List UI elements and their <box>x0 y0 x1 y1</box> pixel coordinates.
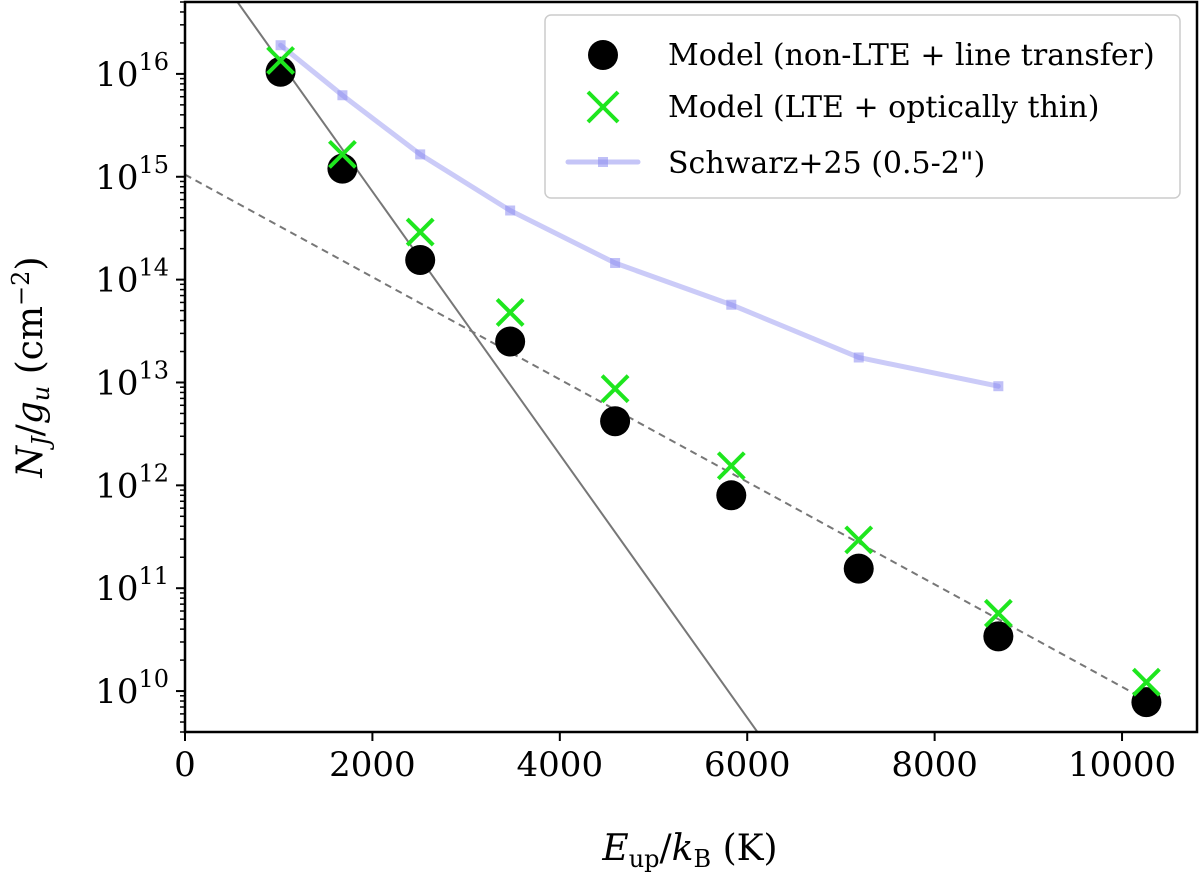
legend-label-lte: Model (LTE + optically thin) <box>668 90 1099 125</box>
x-tick-label: 2000 <box>329 745 416 785</box>
y-tick-label: 1016 <box>95 48 169 95</box>
y-tick-label: 1013 <box>95 356 169 403</box>
nonlte-point <box>405 245 436 276</box>
legend: Model (non-LTE + line transfer) Model (L… <box>544 14 1181 199</box>
lte-point <box>600 374 630 404</box>
schwarz-line <box>278 42 1001 389</box>
schwarz-point <box>853 352 864 363</box>
nonlte-point <box>1131 687 1162 718</box>
legend-marker-circle <box>588 40 618 70</box>
legend-label-nonlte: Model (non-LTE + line transfer) <box>668 38 1155 73</box>
lte-point <box>983 598 1013 628</box>
schwarz-point <box>993 381 1004 392</box>
x-tick-label: 8000 <box>891 745 978 785</box>
nonlte-point <box>843 553 874 584</box>
y-tick-label: 1015 <box>95 151 169 198</box>
data-series <box>265 40 1162 718</box>
x-tick-label: 0 <box>174 745 196 785</box>
fit-lines <box>185 2 1151 732</box>
nonlte-point <box>495 326 526 357</box>
lte-point <box>405 217 435 247</box>
x-tick-label: 10000 <box>1068 745 1176 785</box>
fit-line-solid <box>236 2 759 732</box>
x-axis-label: Eup/kB (K) <box>601 828 777 872</box>
y-axis-label: NJ/gu (cm−2) <box>7 256 55 478</box>
nonlte-point <box>600 406 631 437</box>
schwarz-point <box>415 149 426 160</box>
x-tick-label: 4000 <box>517 745 604 785</box>
schwarz-point <box>275 40 286 51</box>
nonlte-point <box>265 56 296 87</box>
legend-marker-x <box>586 90 620 124</box>
nonlte-point <box>327 153 358 184</box>
legend-box <box>544 14 1181 199</box>
schwarz-point <box>610 258 621 269</box>
schwarz-point <box>337 90 348 101</box>
y-tick-label: 1010 <box>95 665 169 712</box>
y-tick-label: 1014 <box>95 254 169 301</box>
lte-point <box>266 46 295 75</box>
legend-label-schwarz: Schwarz+25 (0.5-2") <box>668 146 985 181</box>
x-axis-ticks: 0 2000 4000 6000 8000 10000 <box>174 732 1176 785</box>
lte-point <box>328 139 357 169</box>
y-axis-ticks: 1010 1011 1012 1013 1014 1015 1016 <box>95 1 185 733</box>
legend-marker-square <box>598 157 608 167</box>
nonlte-point <box>983 621 1014 652</box>
plot-frame <box>183 0 1199 734</box>
x-tick-label: 6000 <box>704 745 791 785</box>
schwarz-point <box>505 205 516 216</box>
schwarz-point <box>726 299 737 310</box>
y-tick-label: 1012 <box>95 459 169 506</box>
fit-line-dashed <box>185 173 1151 704</box>
lte-point <box>716 451 746 481</box>
lte-point <box>844 525 874 555</box>
nonlte-point <box>716 480 747 511</box>
lte-point <box>1131 667 1161 697</box>
lte-point <box>495 297 525 327</box>
y-tick-label: 1011 <box>95 562 169 609</box>
